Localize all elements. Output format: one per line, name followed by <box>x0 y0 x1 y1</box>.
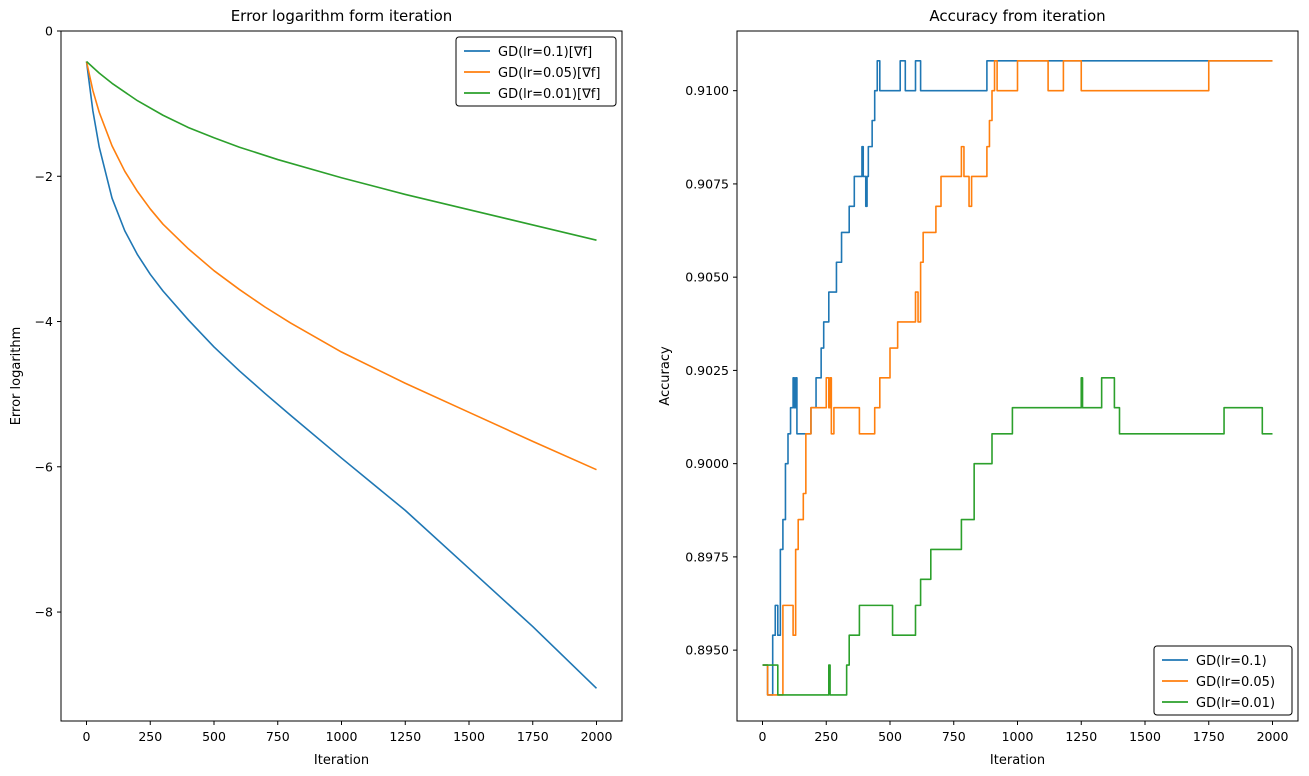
x-tick-label: 750 <box>942 729 966 744</box>
x-tick-label: 1250 <box>389 729 421 744</box>
series-line-1 <box>85 61 598 689</box>
x-tick-label: 250 <box>814 729 838 744</box>
legend: GD(lr=0.1)[∇f] GD(lr=0.05)[∇f] GD(lr=0.01)… <box>455 36 617 107</box>
x-axis-label: Iteration <box>990 753 1045 768</box>
x-tick-label: 500 <box>202 729 226 744</box>
plot-area: 0 250 500 750 1000 1250 1500 1750 2000 0.8950 0.89… <box>685 30 1299 744</box>
y-tick-label: −6 <box>35 459 53 474</box>
series-line-2 <box>85 61 597 471</box>
x-tick-label: 2000 <box>581 729 613 744</box>
legend-label: GD(lr=0.01) <box>1196 696 1275 711</box>
x-tick-label: 1750 <box>517 729 549 744</box>
y-axis-label: Accuracy <box>658 346 673 406</box>
y-tick-label: 0 <box>45 24 53 39</box>
x-tick-label: 1500 <box>1129 729 1161 744</box>
y-tick-label: −8 <box>35 605 53 620</box>
x-tick-label: 750 <box>266 729 290 744</box>
y-tick-label: 0.9100 <box>685 83 729 98</box>
legend-label: GD(lr=0.1) <box>1196 654 1267 669</box>
y-tick-label: −4 <box>35 314 53 329</box>
legend: GD(lr=0.1) GD(lr=0.05) GD(lr=0.01) <box>1153 645 1293 716</box>
y-tick-label: 0.8975 <box>685 549 729 564</box>
y-tick-label: 0.9050 <box>685 270 729 285</box>
series-line-3 <box>85 60 597 241</box>
x-axis-label: Iteration <box>314 753 369 768</box>
series-line-1 <box>762 60 1273 696</box>
x-tick-label: 0 <box>83 729 91 744</box>
legend-label: GD(lr=0.05) <box>1196 675 1275 690</box>
y-tick-label: 0.9000 <box>685 456 729 471</box>
chart-title: Accuracy from iteration <box>929 7 1105 25</box>
y-tick-label: 0.9075 <box>685 176 729 191</box>
error-log-chart: Error logarithm form iteration 0 250 500 75… <box>9 7 623 768</box>
plot-area: 0 250 500 750 1000 1250 1500 1750 2000 0 −2 −4 −6 −8 <box>35 24 623 744</box>
x-tick-label: 1000 <box>1002 729 1034 744</box>
y-tick-label: 0.8950 <box>685 643 729 658</box>
series-line-2 <box>762 60 1273 696</box>
x-tick-label: 2000 <box>1257 729 1289 744</box>
y-tick-label: 0.9025 <box>685 363 729 378</box>
y-axis-label: Error logarithm <box>9 327 24 426</box>
x-tick-label: 1250 <box>1065 729 1097 744</box>
legend-box <box>1153 645 1293 716</box>
x-tick-label: 500 <box>878 729 902 744</box>
series-line-3 <box>762 377 1273 696</box>
x-tick-label: 250 <box>138 729 162 744</box>
legend-label: GD(lr=0.01)[∇f] <box>498 87 600 102</box>
y-tick-label: −2 <box>35 169 53 184</box>
legend-box <box>455 36 617 107</box>
x-tick-label: 0 <box>759 729 767 744</box>
x-tick-label: 1750 <box>1193 729 1225 744</box>
chart-title: Error logarithm form iteration <box>231 7 453 25</box>
legend-label: GD(lr=0.05)[∇f] <box>498 66 600 81</box>
legend-label: GD(lr=0.1)[∇f] <box>498 45 592 60</box>
accuracy-chart: Accuracy from iteration 0 250 500 750 1000 12… <box>658 7 1299 768</box>
x-tick-label: 1500 <box>453 729 485 744</box>
x-tick-label: 1000 <box>326 729 358 744</box>
